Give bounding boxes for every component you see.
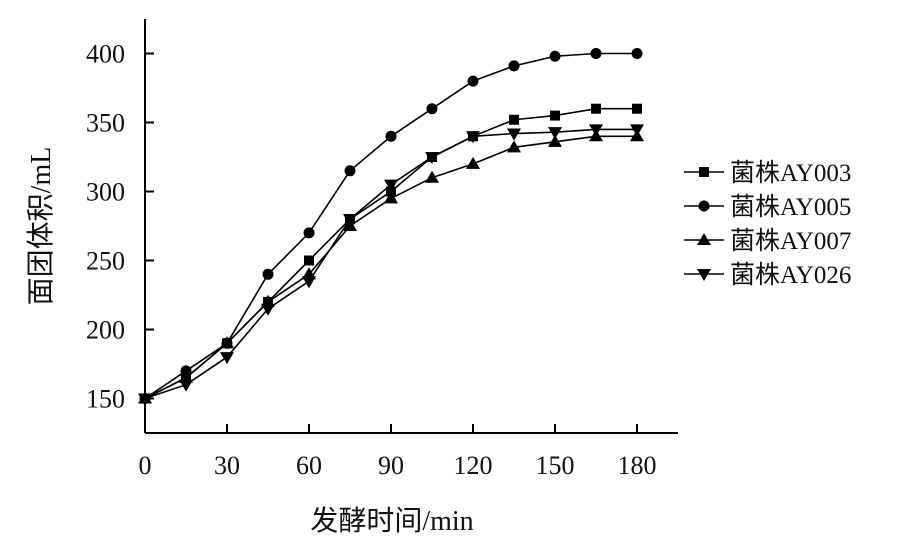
y-tick-label: 400 xyxy=(86,40,125,69)
x-tick-label: 120 xyxy=(454,451,493,480)
legend-marker xyxy=(697,233,711,245)
data-point xyxy=(262,268,274,280)
data-point xyxy=(590,48,602,59)
y-tick-label: 200 xyxy=(86,316,125,345)
y-tick-label: 150 xyxy=(86,385,125,414)
data-point xyxy=(630,124,644,137)
x-tick-label: 0 xyxy=(139,451,152,480)
y-tick-label: 350 xyxy=(86,109,125,138)
data-point xyxy=(344,165,356,177)
y-ticks: 150 200 250 300 350 400 xyxy=(86,40,154,414)
data-point xyxy=(179,379,193,392)
legend-label: 菌株AY003 xyxy=(730,159,851,187)
data-point xyxy=(548,134,562,147)
legend-marker xyxy=(698,200,710,212)
data-point xyxy=(303,227,315,239)
data-point xyxy=(138,393,152,406)
x-axis-title: 发酵时间/min xyxy=(310,505,473,537)
data-point xyxy=(343,214,357,227)
y-tick-label: 300 xyxy=(86,178,125,207)
data-point xyxy=(467,75,479,87)
data-point xyxy=(632,103,642,114)
data-point xyxy=(385,130,397,142)
series-line xyxy=(144,135,637,400)
data-point xyxy=(508,60,520,72)
x-tick-label: 90 xyxy=(378,451,404,480)
series-lines xyxy=(144,52,637,400)
data-point xyxy=(220,336,234,349)
data-point xyxy=(261,303,275,316)
x-ticks: 0 30 60 90 120 150 180 xyxy=(139,424,657,480)
data-point xyxy=(589,124,603,137)
data-point xyxy=(384,191,398,204)
legend-label: 菌株AY026 xyxy=(730,261,851,289)
data-point xyxy=(507,128,521,141)
data-point xyxy=(507,140,521,153)
data-point xyxy=(550,110,560,121)
data-point xyxy=(591,103,601,114)
data-point xyxy=(302,276,316,289)
axes xyxy=(144,19,678,434)
x-tick-label: 180 xyxy=(618,451,657,480)
series-line xyxy=(144,107,637,400)
legend: 菌株AY003 菌株AY005 菌株AY007 菌株AY026 xyxy=(684,159,851,289)
x-tick-label: 60 xyxy=(296,451,322,480)
data-point xyxy=(426,103,438,115)
series-line xyxy=(144,52,637,400)
legend-label: 菌株AY007 xyxy=(730,227,851,255)
series-markers xyxy=(138,48,644,406)
data-point xyxy=(466,131,480,144)
legend-marker xyxy=(697,269,711,281)
data-point xyxy=(509,114,519,125)
data-point xyxy=(425,152,439,164)
data-point xyxy=(304,255,314,266)
legend-marker xyxy=(699,167,709,177)
data-point xyxy=(548,127,562,140)
series-line xyxy=(144,128,637,400)
data-point xyxy=(631,48,643,59)
data-point xyxy=(549,50,561,62)
data-point xyxy=(384,179,398,192)
data-point xyxy=(220,352,234,365)
data-point xyxy=(466,156,480,169)
data-point xyxy=(425,170,439,183)
x-tick-label: 30 xyxy=(214,451,240,480)
y-tick-label: 250 xyxy=(86,247,125,276)
y-axis-title: 面团体积/mL xyxy=(25,147,57,306)
x-tick-label: 150 xyxy=(536,451,575,480)
legend-label: 菌株AY005 xyxy=(730,193,851,221)
